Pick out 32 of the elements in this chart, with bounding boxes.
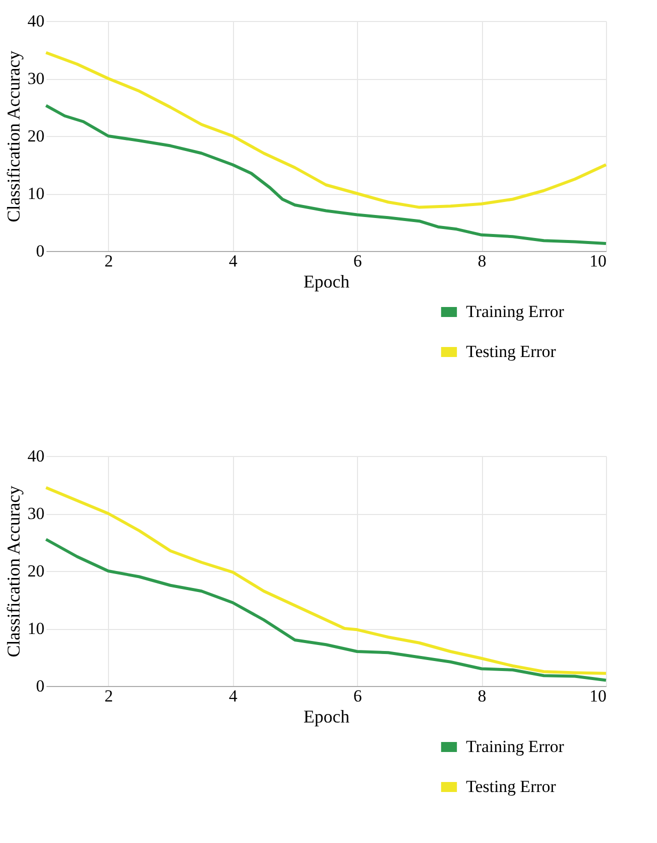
y-tick-label: 10 <box>28 184 44 203</box>
y-tick-label: 10 <box>28 619 44 638</box>
y-tick-label: 40 <box>28 12 44 30</box>
y-axis-title: Classification Accuracy <box>4 486 24 658</box>
x-tick-label: 2 <box>104 252 113 270</box>
x-tick-label: 6 <box>353 252 362 270</box>
line-series <box>44 104 608 246</box>
y-tick-label: 30 <box>28 69 44 88</box>
x-tick-label: 10 <box>590 686 606 706</box>
x-tick-label: 4 <box>228 686 238 706</box>
y-tick-label: 20 <box>28 126 44 146</box>
x-tick-label: 2 <box>104 686 113 706</box>
x-tick-label: 4 <box>228 252 238 270</box>
x-tick-label: 8 <box>478 252 486 270</box>
y-tick-label: 0 <box>36 676 44 696</box>
x-tick-label: 10 <box>590 252 606 270</box>
x-axis-title: Epoch <box>304 706 350 726</box>
x-axis-title: Epoch <box>304 272 350 292</box>
legend-label: Training Error <box>466 302 564 321</box>
y-tick-label: 20 <box>28 562 44 580</box>
y-tick-label: 0 <box>36 242 44 260</box>
legend-label: Testing Error <box>466 342 556 361</box>
y-axis-title: Classification Accuracy <box>4 50 24 222</box>
legend-label: Training Error <box>466 737 564 756</box>
line-series <box>44 538 608 682</box>
x-tick-label: 6 <box>353 686 362 706</box>
y-tick-label: 40 <box>28 446 44 466</box>
line-series <box>44 51 608 209</box>
legend-label: Testing Error <box>466 777 556 796</box>
line-series <box>44 486 608 675</box>
y-tick-label: 30 <box>28 504 44 523</box>
x-tick-label: 8 <box>478 686 486 706</box>
